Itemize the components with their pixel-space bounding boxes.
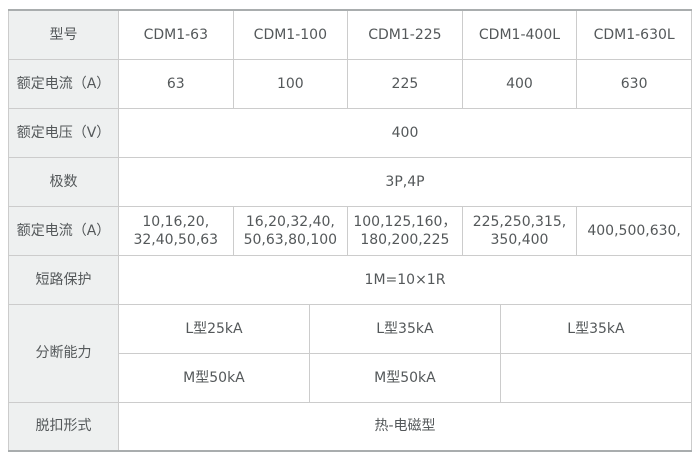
poles-row-label: 极数 [8,156,119,207]
current-range-line: 10,16,20, [142,213,210,230]
current-range-cell: 16,20,32,40, 50,63,80,100 [232,205,349,256]
model-cell: CDM1-630L [576,9,692,60]
current-range-line: 32,40,50,63 [133,231,219,248]
frame-current-cell: 100 [232,58,349,109]
breaking-capacity-cell: L型25kA [118,303,310,354]
current-range-line: 50,63,80,100 [243,231,338,248]
frame-current-cell: 630 [576,58,692,109]
model-cell: CDM1-63 [118,9,234,60]
model-row: 型号 CDM1-63 CDM1-100 CDM1-225 CDM1-400L C… [8,9,692,60]
short-circuit-row-label: 短路保护 [8,254,119,305]
short-circuit-cell: 1M=10×1R [118,254,692,305]
rated-voltage-cell: 400 [118,107,692,158]
current-range-cell: 10,16,20, 32,40,50,63 [118,205,234,256]
frame-current-cell: 400 [461,58,578,109]
current-range-line: 350,400 [490,231,549,248]
poles-cell: 3P,4P [118,156,692,207]
model-cell: CDM1-400L [461,9,578,60]
breaking-capacity-cell: L型35kA [308,303,501,354]
frame-current-cell: 225 [347,58,463,109]
current-range-line: 100,125,160， [353,213,457,230]
frame-current-row-label: 额定电流（A） [8,58,119,109]
breaking-capacity-label: 分断能力 [8,303,119,403]
breaking-capacity-top-row: 分断能力 L型25kA L型35kA L型35kA [8,303,693,403]
rated-voltage-row-label: 额定电压（V） [8,107,119,158]
rated-voltage-row: 额定电压（V） 400 [8,107,692,158]
current-range-cell: 400,500,630, [576,205,692,256]
frame-current-row: 额定电流（A） 63 100 225 400 630 [8,58,692,109]
current-range-row: 额定电流（A） 10,16,20, 32,40,50,63 16,20,32,4… [8,205,692,256]
trip-type-row-label: 脱扣形式 [8,401,119,452]
model-row-label: 型号 [8,9,119,60]
breaking-capacity-cell: M型50kA [118,352,310,403]
current-range-cell: 225,250,315, 350,400 [461,205,578,256]
trip-type-cell: 热-电磁型 [118,401,692,452]
model-cell: CDM1-100 [232,9,349,60]
current-range-row-label: 额定电流（A） [8,205,119,256]
breaking-capacity-bottom-row: M型50kA M型50kA [9,352,693,403]
breaking-capacity-cell: L型35kA [499,303,693,354]
current-range-line: 400,500,630, [587,222,681,239]
breaking-capacity-cell: M型50kA [308,352,501,403]
frame-current-cell: 63 [118,58,234,109]
current-range-line: 225,250,315, [472,213,567,230]
poles-row: 极数 3P,4P [8,156,692,207]
trip-type-row: 脱扣形式 热-电磁型 [8,401,692,452]
current-range-line: 16,20,32,40, [245,213,335,230]
current-range-cell: 100,125,160， 180,200,225 [347,205,463,256]
short-circuit-row: 短路保护 1M=10×1R [8,254,692,305]
current-range-line: 180,200,225 [360,231,450,248]
breaking-capacity-cell [499,352,693,403]
model-cell: CDM1-225 [347,9,463,60]
spec-table: 型号 CDM1-63 CDM1-100 CDM1-225 CDM1-400L C… [8,9,693,452]
